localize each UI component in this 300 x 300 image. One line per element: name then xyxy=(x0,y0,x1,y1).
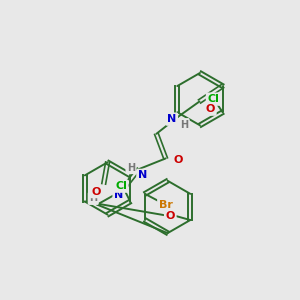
Text: N: N xyxy=(167,114,176,124)
Text: H: H xyxy=(127,163,135,173)
Text: O: O xyxy=(173,155,183,165)
Text: O: O xyxy=(91,187,101,196)
Text: Br: Br xyxy=(159,200,173,210)
Text: Cl: Cl xyxy=(115,181,127,191)
Text: N: N xyxy=(114,190,123,200)
Text: O: O xyxy=(166,211,175,221)
Text: H: H xyxy=(180,119,188,130)
Text: H: H xyxy=(89,194,97,203)
Text: N: N xyxy=(138,170,147,180)
Text: O: O xyxy=(206,104,215,114)
Text: Cl: Cl xyxy=(207,94,219,104)
